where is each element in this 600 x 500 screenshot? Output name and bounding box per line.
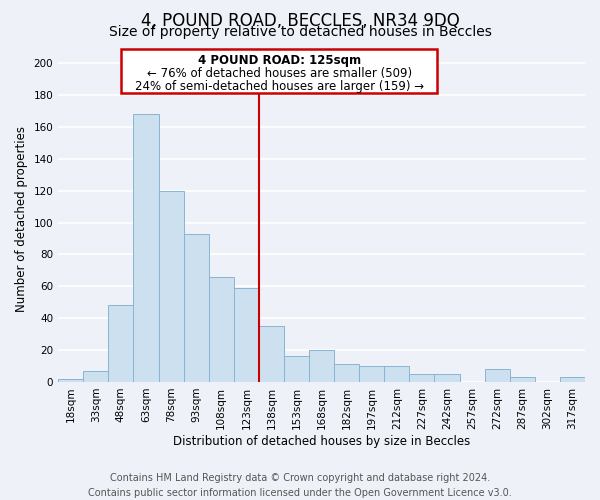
Text: 24% of semi-detached houses are larger (159) →: 24% of semi-detached houses are larger (… [135, 80, 424, 92]
Bar [209, 277, 234, 382]
X-axis label: Distribution of detached houses by size in Beccles: Distribution of detached houses by size … [173, 434, 470, 448]
Bar [359, 366, 385, 382]
Bar [58, 379, 83, 382]
Bar [121, 48, 437, 93]
Bar [83, 371, 109, 382]
Bar [560, 377, 585, 382]
Text: 4 POUND ROAD: 125sqm: 4 POUND ROAD: 125sqm [198, 54, 361, 66]
Bar [259, 326, 284, 382]
Bar [510, 377, 535, 382]
Bar [109, 306, 133, 382]
Bar [409, 374, 434, 382]
Bar [284, 356, 309, 382]
Bar [184, 234, 209, 382]
Bar [485, 369, 510, 382]
Text: Size of property relative to detached houses in Beccles: Size of property relative to detached ho… [109, 25, 491, 39]
Bar [334, 364, 359, 382]
Bar [434, 374, 460, 382]
Bar [158, 190, 184, 382]
Text: Contains HM Land Registry data © Crown copyright and database right 2024.
Contai: Contains HM Land Registry data © Crown c… [88, 472, 512, 498]
Bar [234, 288, 259, 382]
Text: 4, POUND ROAD, BECCLES, NR34 9DQ: 4, POUND ROAD, BECCLES, NR34 9DQ [140, 12, 460, 30]
Bar [133, 114, 158, 382]
Bar [385, 366, 409, 382]
Text: ← 76% of detached houses are smaller (509): ← 76% of detached houses are smaller (50… [147, 66, 412, 80]
Bar [309, 350, 334, 382]
Y-axis label: Number of detached properties: Number of detached properties [15, 126, 28, 312]
